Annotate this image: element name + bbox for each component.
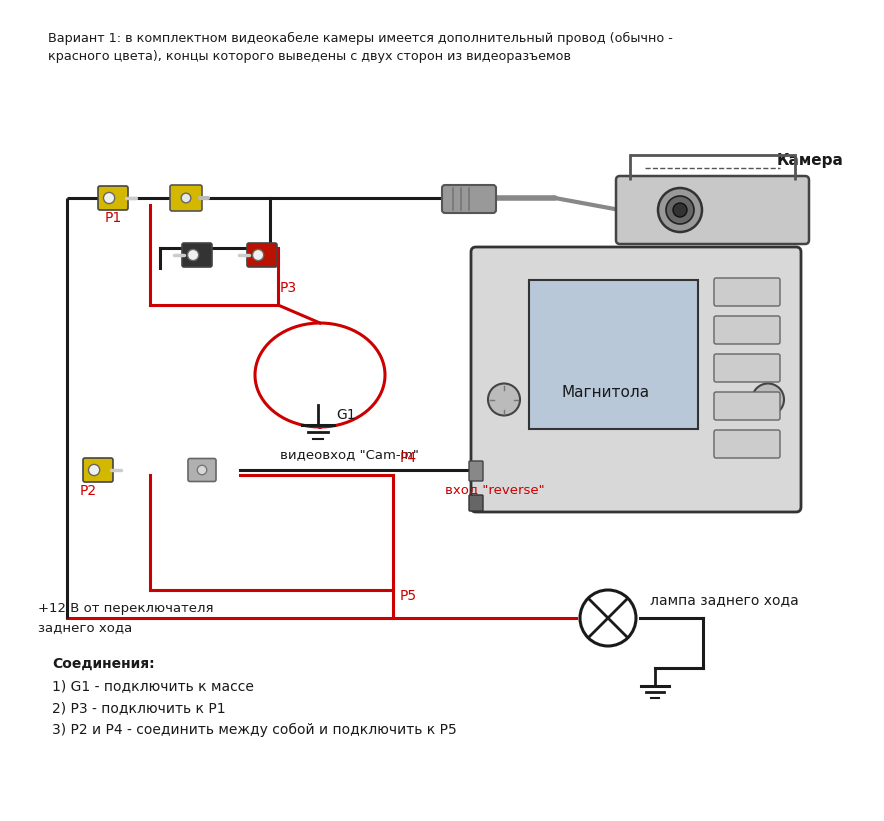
Text: видеовход "Cam-In": видеовход "Cam-In"	[280, 448, 419, 461]
FancyBboxPatch shape	[616, 176, 809, 244]
Text: вход "reverse": вход "reverse"	[445, 484, 545, 497]
Circle shape	[103, 192, 115, 204]
FancyBboxPatch shape	[714, 354, 780, 382]
FancyBboxPatch shape	[714, 430, 780, 458]
FancyBboxPatch shape	[471, 247, 801, 512]
FancyBboxPatch shape	[469, 495, 483, 511]
Circle shape	[88, 465, 100, 475]
Text: красного цвета), концы которого выведены с двух сторон из видеоразъемов: красного цвета), концы которого выведены…	[48, 50, 571, 63]
Circle shape	[673, 203, 687, 217]
Text: 1) G1 - подключить к массе: 1) G1 - подключить к массе	[52, 679, 254, 693]
FancyBboxPatch shape	[98, 186, 128, 210]
Circle shape	[187, 250, 199, 260]
FancyBboxPatch shape	[83, 458, 113, 482]
Text: P4: P4	[400, 451, 417, 465]
FancyBboxPatch shape	[170, 185, 202, 211]
Text: лампа заднего хода: лампа заднего хода	[650, 593, 799, 607]
Text: 3) P2 и P4 - соединить между собой и подключить к P5: 3) P2 и P4 - соединить между собой и под…	[52, 723, 457, 737]
Text: P3: P3	[280, 281, 297, 295]
FancyBboxPatch shape	[529, 280, 698, 429]
Circle shape	[580, 590, 636, 646]
Text: Соединения:: Соединения:	[52, 657, 155, 671]
Text: G1: G1	[336, 408, 355, 422]
Text: +12 В от переключателя: +12 В от переключателя	[38, 602, 214, 614]
Text: P5: P5	[400, 589, 417, 603]
FancyBboxPatch shape	[469, 461, 483, 481]
FancyBboxPatch shape	[182, 243, 212, 267]
FancyBboxPatch shape	[714, 278, 780, 306]
Circle shape	[488, 383, 520, 415]
Circle shape	[752, 383, 784, 415]
Circle shape	[666, 196, 694, 224]
Circle shape	[181, 193, 191, 203]
FancyBboxPatch shape	[714, 316, 780, 344]
Text: Камера: Камера	[776, 153, 843, 168]
Text: 2) P3 - подключить к P1: 2) P3 - подключить к P1	[52, 701, 225, 715]
Circle shape	[658, 188, 702, 232]
Text: заднего хода: заднего хода	[38, 621, 133, 635]
Text: P2: P2	[80, 484, 97, 498]
Text: Вариант 1: в комплектном видеокабеле камеры имеется дополнительный провод (обычн: Вариант 1: в комплектном видеокабеле кам…	[48, 32, 673, 45]
Text: Магнитола: Магнитола	[562, 384, 650, 400]
Text: P1: P1	[105, 211, 122, 225]
Circle shape	[197, 466, 207, 475]
FancyBboxPatch shape	[247, 243, 277, 267]
FancyBboxPatch shape	[714, 392, 780, 420]
FancyBboxPatch shape	[188, 458, 216, 481]
Circle shape	[253, 250, 263, 260]
FancyBboxPatch shape	[442, 185, 496, 213]
